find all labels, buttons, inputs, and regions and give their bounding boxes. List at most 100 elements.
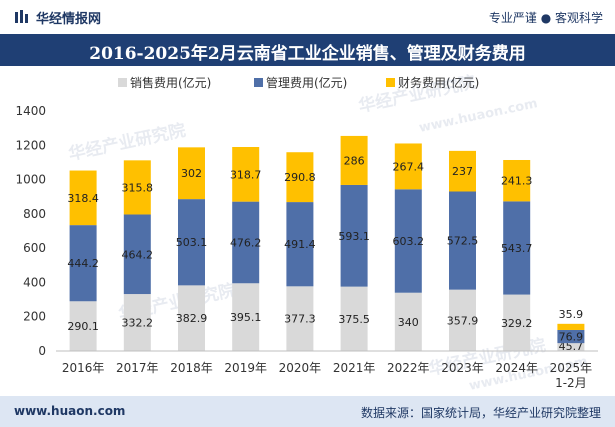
data-label: 375.5: [338, 313, 370, 326]
x-tick-label: 2020年: [279, 361, 322, 375]
top-bar: 华经情报网 专业严谨 ● 客观科学: [0, 0, 615, 34]
chart-legend: 销售费用(亿元) 管理费用(亿元) 财务费用(亿元): [118, 75, 479, 90]
data-label: 332.2: [122, 317, 154, 330]
bar-segment: [286, 202, 314, 287]
bar-segment: [178, 199, 205, 286]
x-tick-label: 2019年: [224, 361, 267, 375]
legend-label: 管理费用(亿元): [266, 75, 347, 90]
x-tick-label: 2016年: [62, 361, 105, 375]
bar-segment: [232, 201, 260, 284]
data-label: 572.5: [447, 235, 479, 248]
bar-segment: [232, 147, 260, 202]
bar-segment: [340, 184, 368, 287]
data-label: 503.1: [176, 236, 208, 249]
slogan: 专业严谨 ● 客观科学: [488, 11, 603, 25]
bar-segment: [123, 214, 151, 295]
legend-swatch: [254, 78, 263, 87]
title-band: [0, 34, 615, 66]
data-label: 464.2: [122, 248, 154, 261]
footer-bar: [0, 396, 615, 427]
y-tick-label: 400: [23, 275, 46, 289]
x-tick-label: 2023年: [441, 361, 484, 375]
bar-segment: [394, 189, 422, 293]
data-label: 329.2: [501, 317, 533, 330]
y-tick-label: 0: [38, 344, 46, 358]
y-axis: 0 200 400 600 800 1000 1200 1400: [15, 104, 46, 358]
data-label: 382.9: [176, 312, 208, 325]
data-label: 603.2: [393, 235, 425, 248]
bar-segment: [340, 286, 368, 351]
bar-segment: [178, 147, 205, 200]
footer-site: www.huaon.com: [14, 404, 126, 418]
legend-label: 财务费用(亿元): [398, 75, 479, 90]
data-label: 318.4: [67, 192, 99, 205]
x-tick-label: 2021年: [333, 361, 376, 375]
x-tick-label: 2018年: [170, 361, 213, 375]
x-tick-label: 2022年: [387, 361, 430, 375]
data-label: 357.9: [447, 314, 479, 327]
brand-logo-icon: [15, 10, 28, 23]
data-label: 237: [452, 165, 473, 178]
bar-segment: [557, 323, 585, 330]
brand-name: 华经情报网: [36, 12, 102, 27]
data-label: 302: [181, 167, 202, 180]
bar-segment: [340, 135, 368, 185]
y-tick-label: 1000: [15, 173, 46, 187]
x-tick-label: 1-2月: [555, 376, 587, 390]
bar-segment: [503, 294, 531, 351]
bar-segment: [232, 283, 260, 351]
data-label: 267.4: [393, 160, 425, 173]
footer-source: 数据来源：国家统计局，华经产业研究院整理: [360, 406, 601, 420]
bar-segment: [503, 159, 531, 202]
data-label: 241.3: [501, 175, 533, 188]
x-tick-label: 2025年: [550, 361, 593, 375]
legend-swatch: [386, 78, 395, 87]
bar-segment: [69, 170, 97, 226]
data-label: 45.7: [559, 340, 584, 353]
data-label: 476.2: [230, 236, 262, 249]
y-tick-label: 800: [23, 207, 46, 221]
bar-segment: [286, 286, 314, 351]
bar-segment: [286, 152, 314, 203]
bar-segment: [503, 201, 531, 295]
watermark-url: www.huaon.com: [418, 96, 539, 136]
data-label: 290.8: [284, 171, 316, 184]
y-tick-label: 1400: [15, 104, 46, 118]
data-label: 286: [344, 154, 365, 167]
data-label: 377.3: [284, 313, 316, 326]
bar-segment: [123, 160, 151, 215]
x-tick-label: 2024年: [495, 361, 538, 375]
bar-segment: [449, 289, 476, 351]
bar-segment: [178, 285, 205, 351]
data-label: 76.9: [559, 331, 584, 344]
bar-segment: [557, 343, 585, 351]
bar-segment: [394, 143, 422, 190]
bar-segment: [557, 329, 585, 344]
chart-title: 2016-2025年2月云南省工业企业销售、管理及财务费用: [89, 44, 526, 64]
bar-layer: 290.1 444.2 318.4 332.2 464.2 315.8 382.9 503.1…: [67, 135, 585, 353]
bar-segment: [123, 294, 151, 351]
watermark-text: 华经产业研究院: [67, 120, 188, 165]
y-tick-label: 200: [23, 310, 46, 324]
data-label: 318.7: [230, 168, 262, 181]
data-label: 340: [398, 316, 419, 329]
data-label: 290.1: [67, 320, 99, 333]
legend-swatch: [118, 78, 127, 87]
data-label: 395.1: [230, 311, 262, 324]
x-tick-label: 2017年: [116, 361, 159, 375]
data-label: 35.9: [559, 308, 584, 321]
y-tick-label: 1200: [15, 138, 46, 152]
x-axis: 2016年 2017年 2018年 2019年 2020年 2021年 2022年 2023年…: [56, 350, 598, 390]
data-label: 444.2: [67, 257, 99, 270]
bar-segment: [449, 150, 476, 192]
bar-segment: [69, 301, 97, 351]
data-label: 543.7: [501, 242, 533, 255]
y-tick-label: 600: [23, 241, 46, 255]
bar-segment: [449, 191, 476, 290]
bar-segment: [69, 225, 97, 302]
data-label: 593.1: [338, 230, 370, 243]
data-label: 491.4: [284, 238, 316, 251]
data-label: 315.8: [122, 181, 154, 194]
